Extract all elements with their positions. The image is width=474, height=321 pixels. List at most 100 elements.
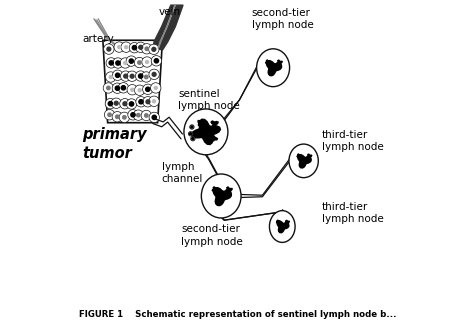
Circle shape: [111, 98, 121, 108]
Circle shape: [141, 72, 152, 82]
Circle shape: [137, 113, 140, 117]
Ellipse shape: [289, 144, 319, 178]
Circle shape: [109, 61, 113, 65]
Text: third-tier
lymph node: third-tier lymph node: [322, 130, 384, 152]
Text: third-tier
lymph node: third-tier lymph node: [322, 202, 384, 224]
Circle shape: [106, 58, 117, 68]
Circle shape: [145, 114, 148, 117]
Circle shape: [119, 99, 130, 109]
Circle shape: [152, 48, 156, 51]
Circle shape: [149, 96, 159, 107]
Circle shape: [191, 136, 195, 141]
Polygon shape: [225, 187, 232, 193]
Polygon shape: [297, 154, 301, 158]
Circle shape: [116, 115, 119, 118]
Text: artery: artery: [82, 34, 114, 44]
Text: second-tier
lymph node: second-tier lymph node: [182, 224, 243, 247]
Circle shape: [131, 113, 135, 117]
Circle shape: [143, 84, 153, 94]
Circle shape: [116, 61, 120, 65]
Polygon shape: [213, 188, 231, 206]
Circle shape: [125, 46, 128, 49]
Circle shape: [118, 46, 121, 48]
Circle shape: [146, 87, 150, 91]
Polygon shape: [298, 155, 311, 168]
Circle shape: [127, 71, 137, 82]
Circle shape: [138, 74, 143, 78]
Circle shape: [188, 132, 193, 136]
Text: second-tier
lymph node: second-tier lymph node: [252, 8, 313, 30]
Circle shape: [127, 84, 137, 95]
Circle shape: [128, 110, 138, 120]
Circle shape: [151, 56, 162, 66]
Circle shape: [138, 89, 141, 92]
Ellipse shape: [269, 211, 295, 242]
Circle shape: [119, 112, 129, 123]
Circle shape: [120, 58, 130, 68]
Circle shape: [107, 47, 111, 51]
Circle shape: [103, 83, 114, 93]
Circle shape: [121, 86, 126, 90]
Circle shape: [153, 100, 155, 103]
Circle shape: [142, 44, 152, 54]
Circle shape: [138, 61, 141, 64]
Circle shape: [105, 99, 116, 109]
Circle shape: [131, 88, 134, 91]
Circle shape: [123, 102, 127, 106]
Circle shape: [108, 113, 111, 117]
Polygon shape: [211, 121, 218, 127]
Circle shape: [152, 115, 156, 119]
Circle shape: [120, 71, 131, 81]
Text: FIGURE 1    Schematic representation of sentinel lymph node b...: FIGURE 1 Schematic representation of sen…: [79, 310, 397, 319]
Circle shape: [134, 57, 145, 68]
Polygon shape: [277, 221, 289, 233]
Circle shape: [142, 57, 152, 67]
Circle shape: [129, 59, 134, 63]
Circle shape: [114, 101, 118, 105]
Circle shape: [146, 60, 148, 64]
Circle shape: [139, 45, 143, 49]
Circle shape: [191, 126, 193, 128]
Polygon shape: [307, 154, 312, 159]
Circle shape: [116, 73, 120, 77]
Circle shape: [109, 75, 112, 79]
Ellipse shape: [256, 49, 290, 87]
Circle shape: [113, 58, 123, 68]
Circle shape: [192, 138, 194, 140]
Circle shape: [124, 62, 127, 65]
Polygon shape: [212, 187, 218, 192]
Circle shape: [190, 125, 194, 129]
Circle shape: [149, 112, 159, 123]
Text: vein: vein: [159, 7, 181, 17]
Circle shape: [154, 86, 157, 90]
Circle shape: [112, 70, 123, 81]
Text: lymph
channel: lymph channel: [162, 162, 203, 184]
Circle shape: [130, 74, 134, 78]
Circle shape: [106, 72, 116, 82]
Circle shape: [149, 44, 159, 55]
Polygon shape: [276, 60, 283, 65]
Circle shape: [154, 59, 158, 63]
Text: primary
tumor: primary tumor: [82, 127, 147, 161]
Circle shape: [146, 100, 150, 104]
Polygon shape: [285, 220, 290, 224]
Circle shape: [190, 133, 191, 135]
Circle shape: [108, 101, 112, 106]
Circle shape: [139, 100, 143, 104]
Polygon shape: [158, 5, 175, 48]
Polygon shape: [212, 135, 218, 141]
Circle shape: [145, 47, 148, 50]
Circle shape: [152, 73, 156, 76]
Circle shape: [126, 56, 137, 66]
Ellipse shape: [184, 109, 228, 155]
Circle shape: [104, 44, 114, 54]
Circle shape: [136, 42, 146, 53]
Text: sentinel
lymph node: sentinel lymph node: [178, 89, 240, 111]
Circle shape: [112, 83, 123, 93]
Circle shape: [149, 69, 159, 80]
Polygon shape: [154, 5, 183, 50]
Circle shape: [124, 74, 128, 78]
Circle shape: [115, 86, 119, 90]
Polygon shape: [191, 119, 220, 144]
Polygon shape: [103, 40, 163, 123]
